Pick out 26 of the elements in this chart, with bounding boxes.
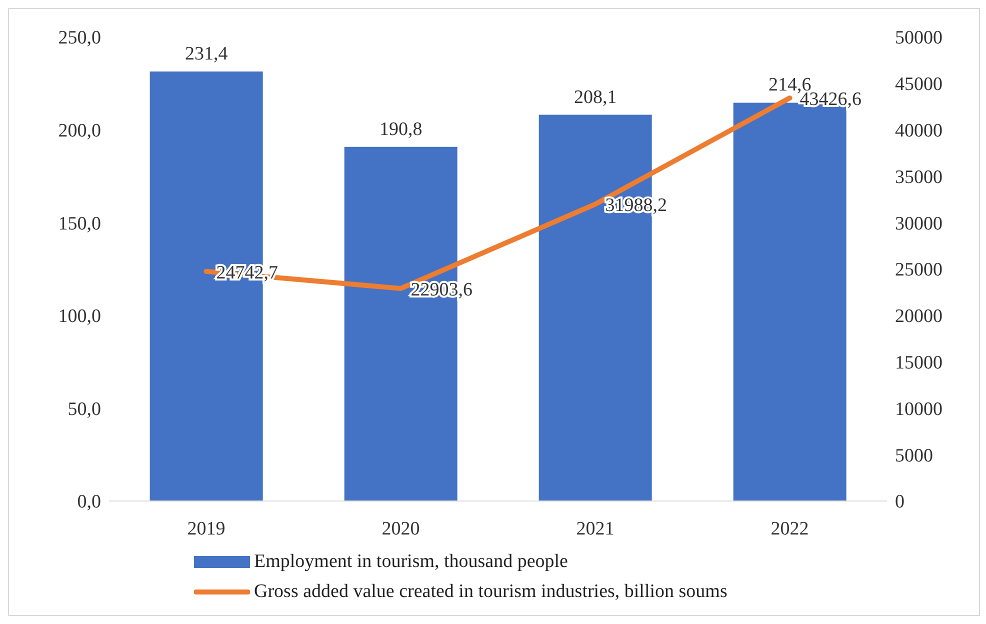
y-tick-label: 250,0 (58, 28, 101, 49)
y2-tick-label: 40000 (895, 120, 942, 142)
y2-tick-label: 5000 (895, 445, 933, 466)
y2-tick-label: 30000 (895, 213, 942, 234)
y-tick-label: 50,0 (68, 398, 101, 420)
y-tick-label: 100,0 (58, 306, 101, 328)
data-label: 208,1 (574, 86, 617, 108)
y-tick-label: 0,0 (77, 492, 101, 513)
x-tick-label: 2019 (187, 518, 226, 540)
y2-tick-label: 20000 (895, 306, 942, 328)
data-label: 231,4 (184, 44, 228, 65)
y2-tick-label: 10000 (895, 398, 942, 420)
y-tick-label: 150,0 (58, 213, 101, 234)
data-label: 190,8 (379, 118, 422, 140)
y2-tick-label: 45000 (895, 74, 942, 96)
x-tick-label: 2021 (576, 518, 614, 540)
y-tick-label: 200,0 (58, 120, 101, 142)
legend-label: Employment in tourism, thousand people (254, 551, 568, 573)
x-tick-label: 2022 (770, 518, 809, 540)
y2-tick-label: 15000 (895, 352, 942, 374)
y2-tick-label: 50000 (895, 28, 942, 49)
y2-tick-label: 35000 (895, 166, 942, 188)
y2-tick-label: 25000 (895, 260, 942, 281)
y2-tick-label: 0 (895, 492, 904, 513)
x-tick-label: 2020 (382, 518, 420, 540)
legend-label: Gross added value created in tourism industries, billion soums (254, 581, 728, 603)
